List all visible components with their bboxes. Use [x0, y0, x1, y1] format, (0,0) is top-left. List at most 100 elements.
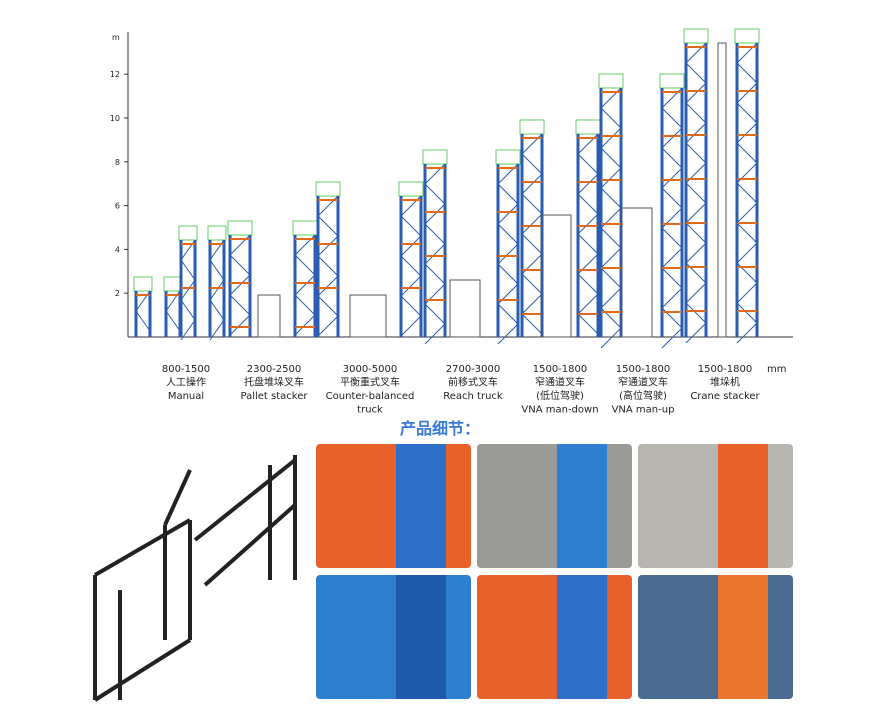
brace — [661, 127, 683, 149]
y-tick-label: 12 — [110, 70, 120, 79]
brace — [736, 182, 758, 204]
brace — [736, 82, 758, 104]
brace — [229, 294, 251, 316]
details-title: 产品细节： — [400, 419, 480, 438]
brace — [661, 287, 683, 309]
rack-top — [422, 149, 448, 165]
rack-top — [659, 73, 685, 89]
brace — [577, 153, 599, 175]
brace — [497, 243, 519, 265]
brace — [577, 193, 599, 215]
brace — [424, 263, 446, 285]
brace — [661, 147, 683, 169]
truck — [349, 294, 387, 338]
rack-top — [683, 28, 709, 44]
brace — [661, 327, 683, 349]
truck — [257, 294, 281, 338]
brace — [685, 222, 707, 244]
column-label: 窄通道叉车 — [535, 376, 585, 389]
column-label: 2700-3000 — [446, 364, 501, 375]
brace — [577, 233, 599, 255]
y-tick-label: 2 — [115, 289, 120, 298]
brace — [521, 233, 543, 255]
column-label: Crane stacker — [690, 391, 760, 402]
photo — [477, 575, 632, 699]
rack-top — [292, 220, 318, 236]
brace — [736, 302, 758, 324]
rack-top — [315, 181, 341, 197]
brace — [685, 102, 707, 124]
brace — [685, 142, 707, 164]
brace — [400, 255, 422, 277]
rack-drawing — [93, 638, 192, 702]
brace — [135, 310, 151, 332]
photo-detail — [557, 444, 607, 568]
axis-unit: m — [112, 33, 120, 42]
brace — [685, 322, 707, 344]
brace — [685, 62, 707, 84]
column-label: VNA man-up — [612, 405, 675, 416]
brace — [736, 142, 758, 164]
brace — [736, 62, 758, 84]
y-tick-label: 10 — [110, 114, 120, 123]
brace — [424, 183, 446, 205]
photo — [477, 444, 632, 568]
column-label: 窄通道叉车 — [618, 376, 668, 389]
brace — [521, 173, 543, 195]
brace — [317, 215, 339, 237]
unit-mm: mm — [767, 364, 786, 375]
brace — [400, 235, 422, 257]
brace — [600, 147, 622, 169]
column-label: 人工操作 — [166, 376, 206, 389]
brace — [521, 273, 543, 295]
brace — [209, 319, 225, 341]
rack-top — [495, 149, 521, 165]
brace — [685, 122, 707, 144]
photo-detail — [396, 575, 446, 699]
machine — [621, 207, 653, 338]
brace — [685, 302, 707, 324]
column-label: 2300-2500 — [247, 364, 302, 375]
brace — [165, 310, 181, 332]
brace — [209, 279, 225, 301]
brace — [661, 187, 683, 209]
brace — [736, 222, 758, 244]
brace — [424, 223, 446, 245]
brace — [497, 223, 519, 245]
brace — [294, 274, 316, 296]
rack-top — [575, 119, 601, 135]
brace — [736, 202, 758, 224]
brace — [317, 315, 339, 337]
brace — [661, 267, 683, 289]
column-label: 平衡重式叉车 — [340, 376, 400, 389]
brace — [294, 314, 316, 336]
rack-top — [734, 28, 760, 44]
column-label: Pallet stacker — [241, 391, 309, 402]
brace — [736, 282, 758, 304]
brace — [424, 243, 446, 265]
rack-top — [598, 73, 624, 89]
brace — [521, 153, 543, 175]
brace — [661, 107, 683, 129]
brace — [661, 227, 683, 249]
photo — [638, 575, 793, 699]
column-label: (低位驾驶) — [536, 389, 584, 402]
rack-top — [178, 225, 198, 241]
brace — [317, 295, 339, 317]
truck — [449, 279, 481, 338]
brace — [294, 294, 316, 316]
brace — [229, 254, 251, 276]
column-label: 1500-1800 — [698, 364, 753, 375]
brace — [180, 259, 196, 281]
brace — [229, 314, 251, 336]
rack-drawing — [203, 503, 297, 587]
brace — [661, 167, 683, 189]
machine — [540, 214, 572, 338]
rack-drawing — [93, 518, 192, 577]
rack-top — [398, 181, 424, 197]
brace — [497, 183, 519, 205]
brace — [317, 235, 339, 257]
brace — [400, 215, 422, 237]
